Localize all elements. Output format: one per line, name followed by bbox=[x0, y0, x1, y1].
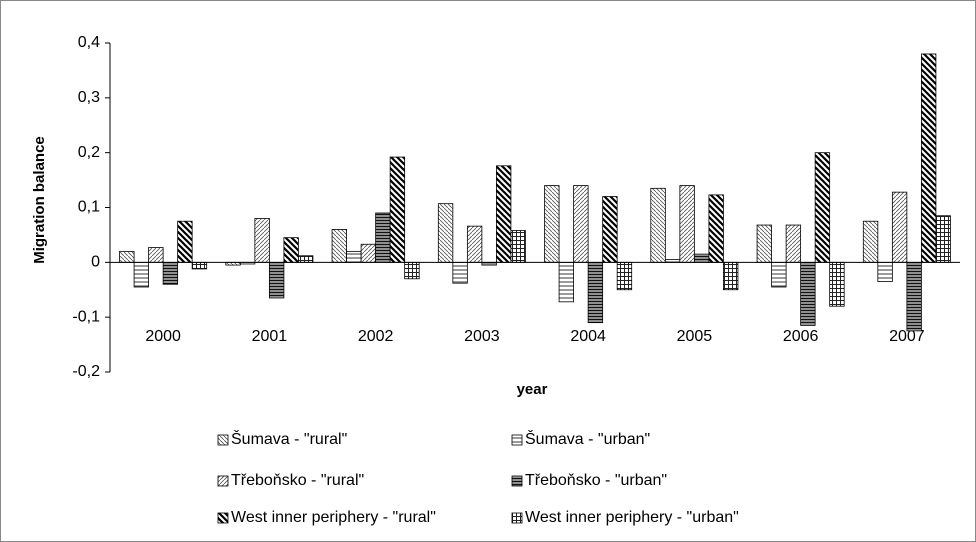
bar bbox=[558, 261, 575, 303]
bar bbox=[495, 165, 512, 263]
bar bbox=[331, 229, 347, 263]
bar bbox=[693, 253, 710, 263]
bar bbox=[375, 212, 391, 263]
x-tick-label: 2000 bbox=[145, 328, 181, 345]
legend-swatch bbox=[511, 512, 523, 524]
bar bbox=[829, 261, 845, 307]
bar bbox=[162, 261, 179, 285]
bar bbox=[544, 185, 560, 263]
legend-label: West inner periphery - "rural" bbox=[231, 509, 436, 526]
bar bbox=[679, 185, 695, 263]
bar bbox=[148, 247, 164, 263]
legend-swatch bbox=[217, 434, 229, 446]
bar bbox=[906, 261, 922, 332]
y-tick-label: 0 bbox=[91, 254, 100, 271]
x-tick-label: 2001 bbox=[252, 328, 288, 345]
bar bbox=[785, 224, 802, 263]
bar bbox=[346, 250, 362, 263]
bar bbox=[723, 261, 739, 291]
bar bbox=[191, 261, 208, 270]
bar bbox=[510, 230, 526, 263]
bar bbox=[254, 218, 270, 263]
bar bbox=[177, 220, 193, 263]
x-axis-label: year bbox=[517, 381, 548, 398]
bar bbox=[119, 250, 135, 263]
bar bbox=[935, 215, 951, 263]
bar bbox=[891, 191, 908, 263]
bar bbox=[616, 261, 633, 291]
legend-label: Šumava - "rural" bbox=[231, 429, 347, 448]
y-tick-label: 0,3 bbox=[78, 89, 100, 106]
bar bbox=[298, 255, 314, 263]
bar bbox=[466, 225, 483, 263]
bar bbox=[573, 185, 589, 263]
x-tick-label: 2005 bbox=[677, 328, 713, 345]
bar bbox=[650, 187, 666, 263]
x-tick-label: 2006 bbox=[783, 328, 819, 345]
legend-label: Šumava - "urban" bbox=[525, 429, 650, 448]
y-tick-label: 0,4 bbox=[78, 34, 100, 51]
legend-swatch bbox=[217, 512, 229, 524]
legend-swatch bbox=[511, 434, 523, 446]
legend-label: Třeboňsko - "rural" bbox=[231, 472, 364, 489]
bar bbox=[437, 203, 454, 263]
bar bbox=[602, 196, 618, 263]
legend-swatch bbox=[511, 475, 523, 487]
y-axis-label: Migration balance bbox=[31, 136, 48, 264]
bar bbox=[360, 243, 377, 263]
bar bbox=[800, 261, 816, 326]
x-tick-label: 2002 bbox=[358, 328, 394, 345]
y-tick-label: -0,2 bbox=[72, 363, 100, 380]
bar bbox=[814, 152, 831, 263]
bar bbox=[133, 261, 150, 288]
bar bbox=[708, 194, 724, 263]
bar bbox=[877, 261, 893, 282]
y-tick-label: 0,1 bbox=[78, 199, 100, 216]
bar bbox=[771, 261, 787, 288]
x-tick-label: 2007 bbox=[889, 328, 925, 345]
bar bbox=[452, 261, 468, 284]
bar bbox=[920, 53, 937, 263]
bar bbox=[862, 220, 879, 263]
x-tick-label: 2004 bbox=[570, 328, 606, 345]
bar bbox=[268, 261, 285, 299]
y-tick-label: 0,2 bbox=[78, 144, 100, 161]
y-tick-label: -0,1 bbox=[72, 308, 100, 325]
legend-label: Třeboňsko - "urban" bbox=[525, 472, 667, 489]
bar bbox=[404, 261, 420, 280]
bar bbox=[389, 156, 406, 263]
legend-swatch bbox=[217, 475, 229, 487]
bar bbox=[587, 261, 604, 324]
bar bbox=[283, 237, 299, 263]
x-tick-label: 2003 bbox=[464, 328, 500, 345]
legend-label: West inner periphery - "urban" bbox=[525, 509, 739, 526]
bar bbox=[756, 224, 772, 263]
